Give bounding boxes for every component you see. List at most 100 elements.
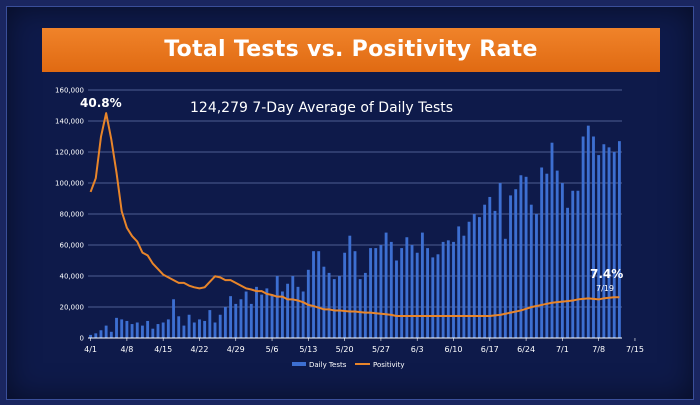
daily-tests-bar: [249, 303, 253, 338]
daily-tests-bar: [343, 252, 347, 338]
daily-tests-bar: [234, 303, 238, 338]
legend-label-positivity: Positivity: [373, 361, 405, 369]
daily-tests-bar: [203, 320, 207, 338]
y-tick-label: 140,000: [55, 118, 84, 126]
x-tick-label: 6/10: [445, 345, 463, 354]
daily-tests-bar: [125, 320, 129, 338]
daily-tests-bar: [488, 196, 492, 338]
daily-tests-bar: [400, 248, 404, 338]
y-tick-label: 80,000: [60, 211, 85, 219]
daily-tests-bar: [566, 207, 569, 338]
daily-tests-bar: [198, 319, 201, 338]
y-tick-label: 160,000: [55, 87, 84, 95]
daily-tests-bar: [208, 310, 212, 338]
daily-tests-bar: [275, 276, 279, 338]
daily-tests-bar: [462, 235, 466, 338]
daily-tests-bar: [420, 232, 424, 338]
daily-tests-bar: [597, 155, 601, 338]
daily-tests-bar: [99, 330, 103, 338]
daily-tests-bar: [555, 170, 559, 338]
x-tick-label: 6/24: [517, 345, 535, 354]
daily-tests-bar: [291, 276, 295, 338]
x-tick-label: 5/6: [266, 345, 279, 354]
daily-tests-bar: [535, 214, 538, 338]
daily-tests-bar: [151, 328, 155, 338]
daily-tests-bar: [89, 334, 93, 338]
daily-tests-bar: [452, 241, 455, 338]
y-tick-label: 40,000: [60, 273, 85, 281]
y-tick-label: 120,000: [55, 149, 84, 157]
legend: Daily Tests Positivity: [292, 361, 405, 369]
daily-tests-bar: [426, 248, 430, 338]
daily-tests-bar: [472, 214, 476, 338]
daily-tests-bar: [529, 204, 533, 338]
daily-tests-bar: [348, 235, 352, 338]
legend-label-daily-tests: Daily Tests: [309, 361, 347, 369]
daily-tests-bar: [415, 252, 419, 338]
daily-tests-bar: [602, 144, 606, 338]
daily-tests-bar: [410, 245, 414, 338]
chart-subtitle: 124,279 7-Day Average of Daily Tests: [190, 100, 453, 116]
daily-tests-bar: [301, 291, 305, 338]
daily-tests-bar: [374, 248, 378, 338]
chart-title-banner: Total Tests vs. Positivity Rate: [42, 28, 660, 72]
daily-tests-bar: [436, 254, 440, 338]
daily-tests-bar: [431, 257, 435, 338]
daily-tests-bar: [187, 314, 191, 338]
y-tick-label: 0: [80, 335, 84, 343]
daily-tests-bar: [384, 232, 388, 338]
y-tick-label: 60,000: [60, 242, 85, 250]
x-tick-label: 4/1: [84, 345, 97, 354]
daily-tests-bar: [369, 248, 372, 338]
daily-tests-bar: [156, 324, 160, 338]
daily-tests-bar: [141, 325, 144, 338]
daily-tests-bar: [218, 314, 222, 338]
x-tick-label: 5/27: [372, 345, 390, 354]
daily-tests-bar: [332, 279, 336, 338]
x-tick-label: 7/1: [556, 345, 569, 354]
daily-tests-bar: [446, 240, 450, 338]
daily-tests-bar: [146, 320, 150, 338]
daily-tests-bar: [457, 226, 461, 338]
daily-tests-bar: [317, 251, 321, 338]
legend-swatch-daily-tests: [292, 362, 306, 366]
daily-tests-bar: [260, 294, 264, 338]
daily-tests-bar: [312, 251, 315, 338]
daily-tests-bar: [592, 136, 595, 338]
daily-tests-bar: [255, 286, 258, 338]
x-tick-label: 5/13: [299, 345, 317, 354]
x-tick-label: 4/15: [154, 345, 172, 354]
daily-tests-bar: [327, 272, 331, 338]
daily-tests-bar: [338, 276, 341, 338]
daily-tests-bar: [296, 286, 300, 338]
daily-tests-bar: [498, 183, 502, 338]
x-tick-label: 4/8: [120, 345, 133, 354]
daily-tests-bar: [389, 241, 393, 338]
daily-tests-bar: [322, 266, 326, 338]
daily-tests-bar: [509, 195, 512, 338]
daily-tests-bar: [265, 288, 269, 338]
daily-tests-bar: [244, 291, 248, 338]
daily-tests-bar: [483, 204, 487, 338]
daily-tests-bar: [239, 299, 243, 338]
daily-tests-bar: [612, 152, 616, 338]
daily-tests-bar: [353, 251, 357, 338]
daily-tests-bar: [545, 173, 549, 338]
x-tick-label: 4/29: [227, 345, 245, 354]
daily-tests-bar: [182, 325, 186, 338]
x-tick-label: 6/3: [411, 345, 424, 354]
daily-tests-bar: [571, 190, 575, 338]
daily-tests-bar: [104, 325, 108, 338]
daily-tests-bar: [467, 221, 471, 338]
daily-tests-bar: [166, 319, 170, 338]
daily-tests-bar: [560, 183, 564, 338]
daily-tests-bar: [120, 319, 124, 338]
x-tick-label: 5/20: [336, 345, 354, 354]
daily-tests-bar: [550, 142, 554, 338]
daily-tests-bar: [213, 322, 217, 338]
daily-tests-bar: [192, 322, 196, 338]
daily-tests-bar: [161, 322, 165, 338]
daily-tests-bar: [172, 299, 175, 338]
daily-tests-bar: [576, 190, 580, 338]
